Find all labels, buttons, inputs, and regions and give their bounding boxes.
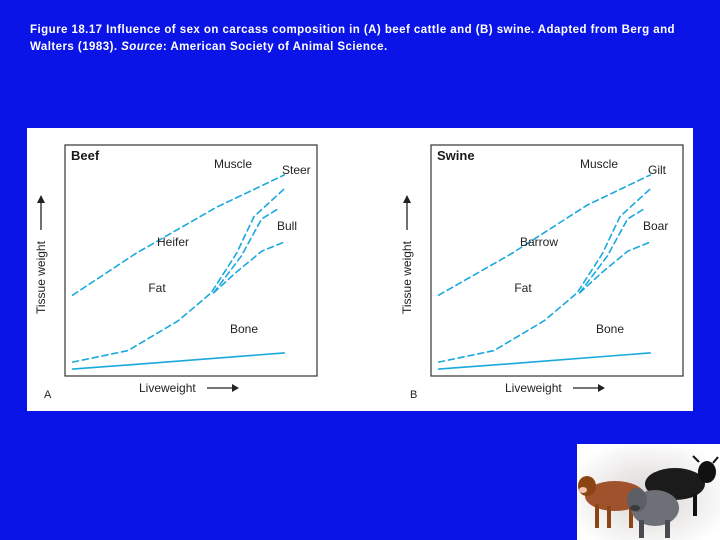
chart-title: Beef: [71, 148, 100, 163]
y-axis-arrowhead: [403, 195, 411, 203]
red-cow-head: [578, 476, 596, 496]
chart-B: Swine Muscle Gilt Boar Barrow Fat Bone Liveweig…: [400, 144, 684, 401]
x-axis-arrowhead: [598, 384, 605, 392]
figure-panel: Beef Muscle Steer Bull Heifer Fat Bone Liveweig…: [27, 128, 693, 411]
y-axis-label: Tissue weight: [400, 240, 414, 314]
curve-label-low: Boar: [643, 219, 668, 233]
y-axis-arrowhead: [37, 195, 45, 203]
caption-text: Figure 18.17 Influence of sex on carcass…: [30, 24, 676, 53]
series-fat_low: [212, 241, 286, 294]
x-axis-arrowhead: [232, 384, 239, 392]
curve-label-mid: Barrow: [520, 235, 558, 249]
curve-label-muscle: Muscle: [214, 157, 252, 171]
series-bone: [437, 352, 652, 370]
x-axis-label: Liveweight: [139, 381, 196, 395]
curve-label-fat: Fat: [514, 281, 532, 295]
chart-title: Swine: [437, 148, 475, 163]
curve-label-bone: Bone: [230, 322, 258, 336]
curve-label-low: Bull: [277, 219, 297, 233]
series-fat_mid: [212, 208, 278, 294]
plot-frame: [64, 144, 318, 377]
y-axis-label: Tissue weight: [34, 240, 48, 314]
series-fat_high: [437, 188, 652, 363]
series-fat_low: [578, 241, 652, 294]
series-muscle: [71, 174, 286, 296]
caption-source-text: : American Society of Animal Science.: [162, 41, 388, 53]
chart-A: Beef Muscle Steer Bull Heifer Fat Bone Liveweig…: [34, 144, 318, 401]
series-muscle: [437, 174, 652, 296]
panel-letter: A: [44, 389, 52, 401]
curve-label-high: Steer: [282, 163, 311, 177]
panel-letter: B: [410, 389, 417, 401]
curve-label-bone: Bone: [596, 322, 624, 336]
curve-label-muscle: Muscle: [580, 157, 618, 171]
x-axis-label: Liveweight: [505, 381, 562, 395]
figure-caption: Figure 18.17 Influence of sex on carcass…: [30, 22, 710, 56]
curve-label-mid: Heifer: [157, 235, 189, 249]
curve-label-high: Gilt: [648, 163, 667, 177]
series-fat_mid: [578, 208, 644, 294]
series-fat_high: [71, 188, 286, 363]
figure-svg: Beef Muscle Steer Bull Heifer Fat Bone Liveweig…: [34, 144, 684, 401]
series-bone: [71, 352, 286, 370]
plot-frame: [430, 144, 684, 377]
caption-source-word: Source: [121, 41, 163, 53]
curve-label-fat: Fat: [148, 281, 166, 295]
black-cow-head: [698, 461, 716, 483]
cattle-photo: [577, 444, 720, 540]
